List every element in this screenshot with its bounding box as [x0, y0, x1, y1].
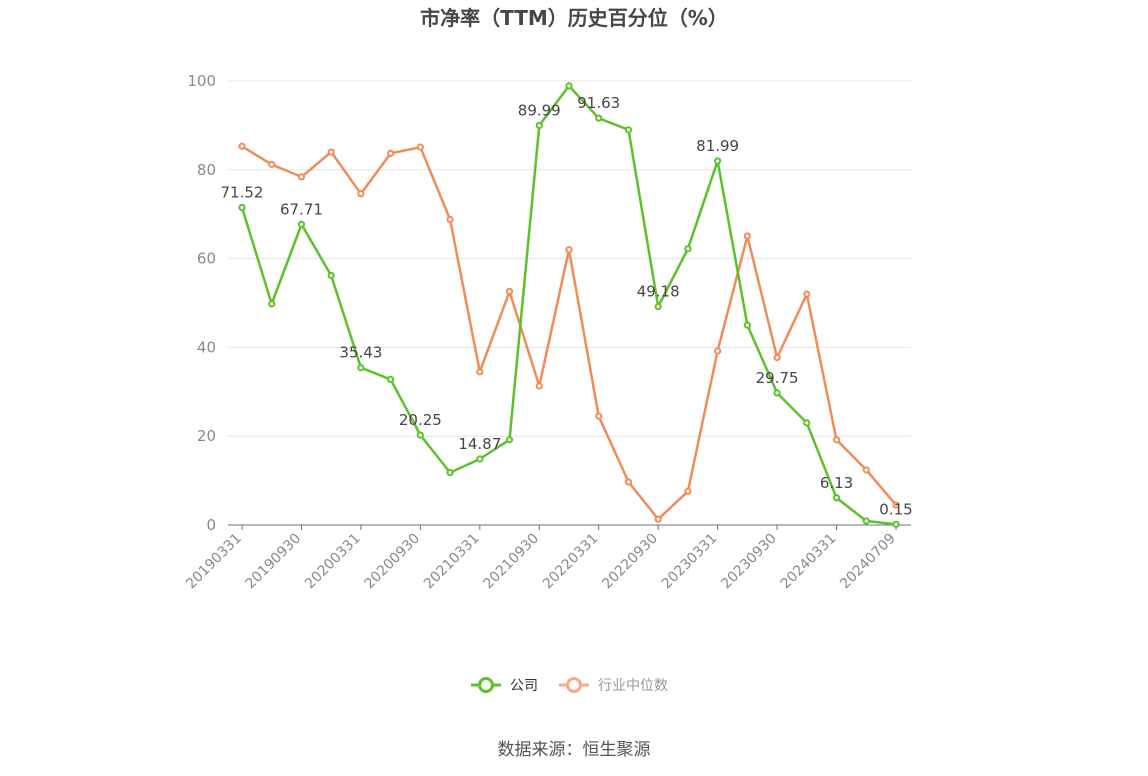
company-point — [327, 271, 335, 280]
company-point — [862, 517, 870, 525]
industry-point — [297, 173, 306, 181]
industry-point — [357, 190, 365, 198]
industry-point — [238, 142, 246, 150]
industry-point — [803, 290, 811, 298]
company-point — [595, 114, 603, 122]
company-point — [535, 121, 543, 130]
company-point — [624, 126, 633, 134]
x-tick-label: 20240709 — [837, 531, 899, 593]
x-tick-label: 20220930 — [599, 531, 661, 593]
data-label: 14.87 — [458, 435, 501, 453]
source-note: 数据来源：恒生聚源 — [498, 740, 651, 760]
legend-company-marker — [478, 677, 494, 693]
company-point — [476, 455, 484, 463]
company-point — [387, 375, 395, 383]
company-point — [505, 436, 514, 444]
company-point — [654, 303, 662, 311]
x-tick-label: 20210930 — [480, 531, 542, 593]
data-label: 71.52 — [221, 183, 264, 201]
industry-point — [268, 160, 276, 169]
y-tick-label: 60 — [197, 250, 216, 268]
company-point — [803, 419, 811, 427]
y-tick-label: 40 — [197, 338, 216, 356]
industry-point — [595, 412, 603, 420]
company-point — [565, 82, 573, 90]
company-point — [892, 520, 900, 528]
legend-item-industry[interactable]: 行业中位数 — [559, 677, 668, 694]
industry-point — [327, 148, 335, 156]
company-point — [268, 300, 276, 308]
data-label: 89.99 — [518, 101, 561, 119]
x-tick-label: 20230331 — [659, 531, 721, 593]
industry-point — [892, 501, 900, 509]
x-tick-label: 20220331 — [540, 531, 602, 593]
data-label: 49.18 — [637, 283, 680, 301]
x-tick-label: 20200331 — [302, 531, 364, 593]
x-axis: 2019033120190930202003312020093020210331… — [183, 524, 911, 593]
company-point — [416, 431, 424, 439]
data-label: 81.99 — [696, 137, 739, 155]
series-group — [238, 82, 900, 528]
y-tick-label: 80 — [197, 161, 216, 179]
company-point — [714, 157, 722, 165]
x-tick-label: 20210331 — [421, 531, 483, 593]
data-label: 35.43 — [339, 344, 382, 362]
company-point — [446, 469, 454, 477]
x-tick-label: 20190331 — [183, 531, 245, 593]
company-point — [773, 389, 781, 397]
legend-industry-marker — [566, 677, 582, 693]
series-line-industry — [241, 145, 897, 521]
legend[interactable]: 公司 行业中位数 — [471, 677, 668, 694]
data-label: 91.63 — [577, 94, 620, 112]
data-label: 6.13 — [820, 474, 853, 492]
data-labels: 71.52 67.71 35.43 20.25 14.87 89.99 91.63 49.18… — [221, 94, 913, 518]
industry-point — [743, 232, 751, 240]
company-point — [832, 494, 841, 502]
industry-point — [862, 466, 870, 474]
industry-point — [476, 368, 484, 376]
series-line-company — [240, 84, 897, 526]
industry-point — [565, 246, 573, 254]
industry-point — [387, 149, 395, 157]
x-tick-label: 20200930 — [361, 531, 423, 593]
industry-point — [416, 143, 424, 151]
legend-item-company[interactable]: 公司 — [471, 677, 538, 694]
industry-point — [446, 215, 454, 224]
x-tick-label: 20190930 — [243, 531, 305, 593]
company-point — [743, 321, 751, 329]
legend-company-label: 公司 — [510, 678, 538, 694]
industry-point — [773, 354, 781, 362]
industry-point — [714, 347, 722, 355]
data-label: 29.75 — [756, 369, 799, 387]
company-point — [238, 203, 246, 212]
data-label: 0.15 — [879, 500, 912, 518]
industry-point — [684, 487, 692, 495]
industry-point — [832, 436, 841, 444]
industry-point — [505, 287, 514, 296]
data-label: 67.71 — [280, 200, 323, 218]
x-tick-label: 20240331 — [778, 531, 840, 593]
industry-point — [535, 382, 543, 390]
y-axis: 0 20 40 60 80 100 — [187, 72, 216, 534]
industry-point — [624, 478, 633, 486]
company-point — [684, 245, 692, 253]
legend-industry-label: 行业中位数 — [598, 678, 668, 694]
data-label: 20.25 — [399, 411, 442, 429]
industry-point — [654, 515, 662, 523]
chart-title: 市净率（TTM）历史百分位（%） — [420, 6, 728, 30]
y-tick-label: 20 — [197, 427, 216, 445]
x-tick-label: 20230930 — [718, 531, 780, 593]
company-point — [357, 364, 365, 372]
y-tick-label: 0 — [206, 516, 216, 534]
y-tick-label: 100 — [187, 72, 216, 90]
company-point — [297, 220, 306, 228]
